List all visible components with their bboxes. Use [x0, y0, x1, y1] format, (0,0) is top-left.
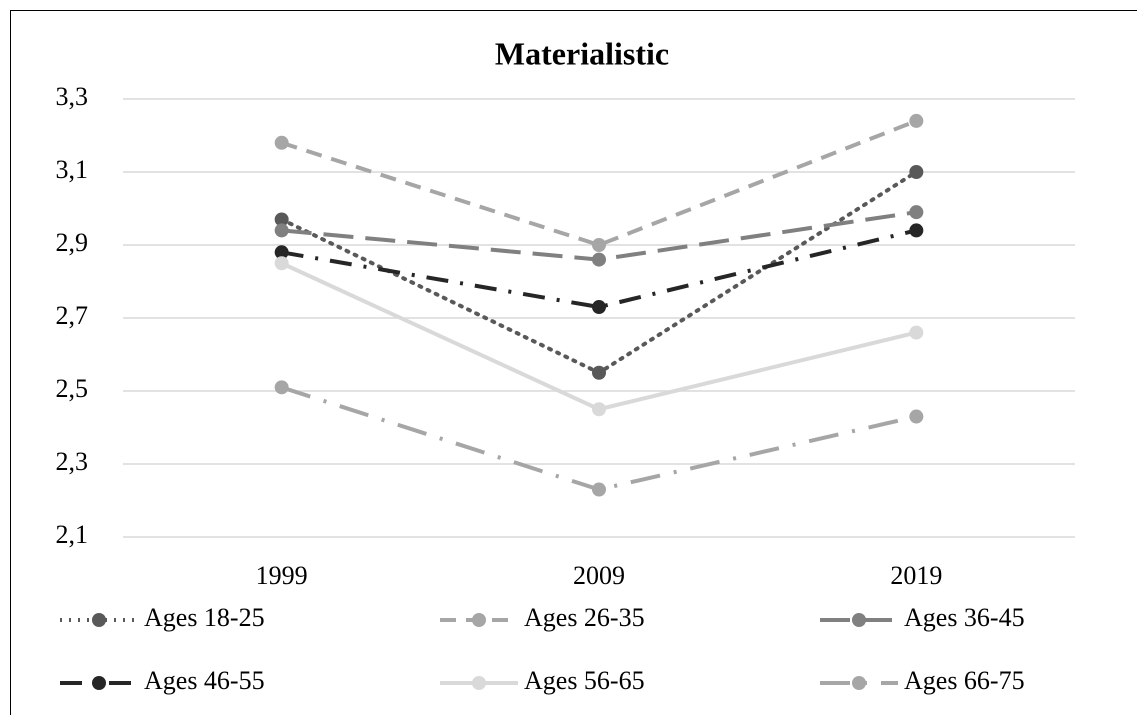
y-tick-label: 2,5 [56, 374, 89, 403]
series-marker [909, 165, 924, 179]
y-tick-label: 3,3 [56, 82, 89, 111]
series-marker [592, 300, 606, 315]
legend-label: Ages 46-55 [144, 666, 265, 695]
series-marker [274, 380, 289, 395]
series-marker [592, 365, 606, 380]
series-line [281, 228, 917, 310]
legend-marker [92, 676, 106, 690]
series-marker [909, 223, 924, 238]
legend-marker [472, 676, 486, 690]
series-marker [274, 256, 289, 271]
x-tick-label: 1999 [256, 561, 308, 590]
legend-marker [472, 613, 486, 627]
legend-label: Ages 18-25 [144, 603, 265, 632]
series-marker [909, 325, 924, 340]
x-tick-label: 2019 [890, 561, 942, 590]
series-marker [592, 402, 606, 417]
series-marker [592, 252, 606, 267]
legend-marker [92, 613, 106, 627]
series-line [280, 261, 917, 412]
series-marker [274, 212, 289, 227]
y-tick-label: 2,7 [56, 301, 89, 330]
y-tick-label: 2,1 [56, 520, 89, 549]
series-marker [592, 238, 606, 252]
chart-title: Materialistic [495, 35, 669, 71]
legend-marker [852, 676, 866, 690]
series-marker [274, 135, 289, 150]
series-marker [592, 482, 606, 497]
series-marker [274, 223, 289, 238]
legend-label: Ages 36-45 [904, 603, 1025, 632]
series-marker [274, 245, 289, 260]
series-line [279, 170, 919, 376]
series-marker [909, 205, 924, 220]
legend-label: Ages 26-35 [524, 603, 645, 632]
y-tick-label: 2,3 [56, 447, 89, 476]
x-tick-label: 2009 [573, 561, 625, 590]
chart-border [10, 10, 1137, 715]
legend-label: Ages 56-65 [524, 666, 645, 695]
series-marker [909, 409, 924, 424]
legend-label: Ages 66-75 [904, 666, 1025, 695]
y-tick-label: 2,9 [56, 228, 89, 257]
series-marker [909, 113, 924, 128]
series-line [281, 119, 918, 248]
y-tick-label: 3,1 [56, 155, 89, 184]
legend-marker [852, 613, 866, 627]
